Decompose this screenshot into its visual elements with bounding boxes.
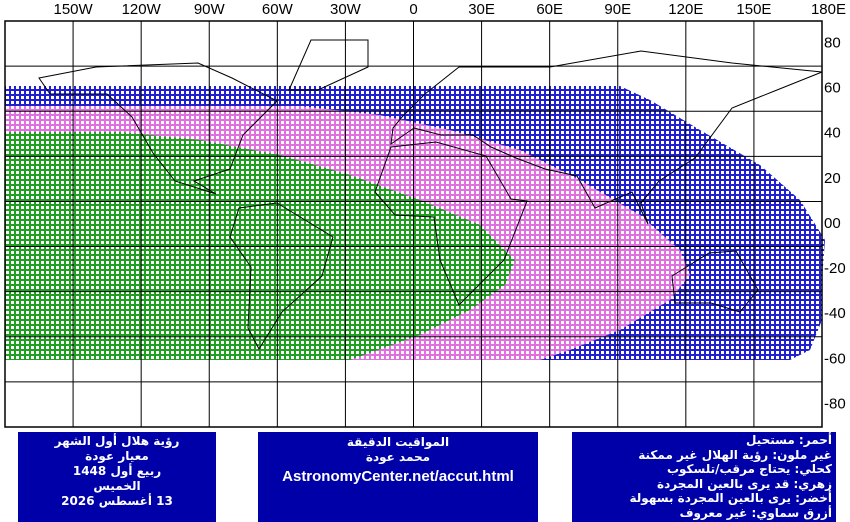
- lat-label: -40: [824, 305, 846, 322]
- lon-label: 60E: [536, 1, 563, 18]
- lon-label: 60W: [262, 1, 294, 18]
- lon-label: 120E: [668, 1, 703, 18]
- legend-entry: أزرق سماوي: غير معروف: [679, 505, 832, 520]
- lon-label: 90W: [194, 1, 226, 18]
- info-line: معيار عودة: [85, 449, 149, 463]
- lon-label: 90E: [604, 1, 631, 18]
- legend-entry: كحلي: يحتاج مرقب/تلسكوب: [666, 462, 832, 476]
- lat-label: 60: [824, 80, 841, 97]
- legend-entry: أخضر: يرى بالعين المجردة بسهولة: [629, 491, 832, 505]
- info-line: ربيع أول 1448: [72, 464, 162, 478]
- legend: أحمر: مستحيل غير ملون: رؤية الهلال غير مم…: [572, 432, 836, 522]
- info-line: محمد عودة: [365, 450, 431, 464]
- legend-entry: أحمر: مستحيل: [745, 433, 832, 447]
- graticule: [5, 21, 822, 427]
- info-middle: المواقيت الدقيقة محمد عودة AstronomyCenter…: [258, 432, 538, 522]
- coast-eurasia: [390, 50, 823, 225]
- info-line: 13 أغسطس 2026: [61, 494, 173, 508]
- map-border: [4, 20, 823, 428]
- coast-africa: [374, 141, 528, 306]
- zone-green: [5, 132, 515, 360]
- lat-label: 80: [824, 35, 841, 52]
- lat-label: -60: [824, 350, 846, 367]
- lon-label: 120W: [122, 1, 162, 18]
- info-line: AstronomyCenter.net/accut.html: [282, 468, 514, 485]
- lat-label: 00: [824, 215, 841, 232]
- lon-label: 150E: [736, 1, 771, 18]
- visibility-map: 150W 120W 90W 60W 30W 0 30E 60E 90E 120E 150E 180E 8…: [4, 1, 846, 428]
- info-line: المواقيت الدقيقة: [346, 435, 450, 449]
- lat-label: -80: [824, 395, 846, 412]
- lon-label: 30W: [330, 1, 362, 18]
- lat-label: 20: [824, 170, 841, 187]
- lat-label: -20: [824, 260, 846, 277]
- lon-label: 0: [409, 1, 417, 18]
- lon-label: 180E: [811, 1, 846, 18]
- info-left: رؤية هلال أول الشهر معيار عودة ربيع أول 14…: [18, 432, 216, 522]
- info-line: الخميس: [93, 479, 141, 493]
- legend-entry: زهري: قد يرى بالعين المجردة: [657, 476, 832, 491]
- legend-entry: غير ملون: رؤية الهلال غير ممكنة: [638, 447, 832, 462]
- lon-label: 30E: [468, 1, 495, 18]
- info-line: رؤية هلال أول الشهر: [54, 434, 180, 448]
- coast-south-america: [229, 202, 334, 351]
- lat-label: 40: [824, 125, 841, 142]
- coast-greenland: [288, 39, 369, 91]
- lon-label: 150W: [53, 1, 93, 18]
- coast-australia: [671, 250, 759, 313]
